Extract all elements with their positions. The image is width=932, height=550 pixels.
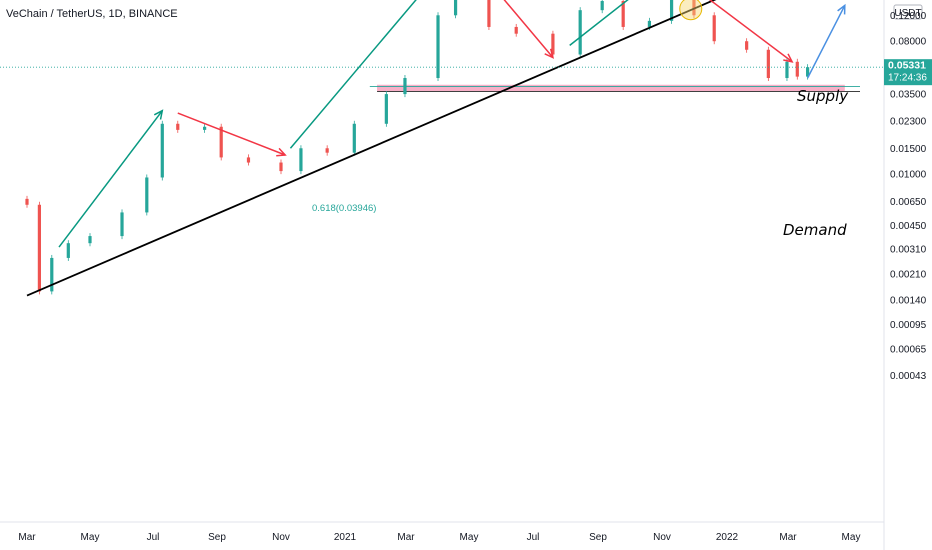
last-price-value: 0.05331 bbox=[888, 60, 926, 72]
candle bbox=[551, 33, 555, 55]
candle bbox=[745, 41, 749, 50]
candle bbox=[325, 148, 329, 153]
candle bbox=[785, 61, 789, 79]
price-tick-label: 0.00450 bbox=[890, 221, 927, 232]
demand-label: Demand bbox=[783, 221, 847, 239]
candle bbox=[621, 1, 625, 27]
candle bbox=[120, 212, 124, 237]
price-tick-label: 0.01500 bbox=[890, 144, 927, 155]
candle bbox=[384, 94, 388, 124]
time-tick-label: Sep bbox=[589, 532, 607, 543]
candle bbox=[66, 243, 70, 258]
trend-arrow bbox=[177, 112, 286, 156]
candle bbox=[600, 1, 604, 11]
time-tick-label: Jul bbox=[527, 532, 540, 543]
currency-label: USDT bbox=[894, 8, 921, 19]
time-tick-label: May bbox=[842, 532, 861, 543]
price-tick-label: 0.00650 bbox=[890, 197, 927, 208]
time-tick-label: May bbox=[81, 532, 100, 543]
candle bbox=[203, 126, 207, 130]
candle bbox=[160, 123, 164, 178]
time-tick-label: Nov bbox=[272, 532, 290, 543]
currency-badge bbox=[893, 4, 923, 20]
price-tick-label: 0.03500 bbox=[890, 90, 927, 101]
price-tick-label: 0.00210 bbox=[890, 270, 927, 281]
candle bbox=[88, 236, 92, 244]
trend-arrow-head bbox=[153, 109, 164, 120]
chart-title: VeChain / TetherUS, 1D, BINANCE bbox=[6, 8, 178, 20]
last-price-countdown: 17:24:36 bbox=[888, 73, 927, 84]
time-tick-label: 2022 bbox=[716, 532, 739, 543]
trend-arrow-head bbox=[276, 147, 287, 157]
zones bbox=[369, 84, 860, 92]
price-tick-label: 0.02300 bbox=[890, 116, 927, 127]
candle bbox=[219, 126, 223, 158]
time-tick-label: Nov bbox=[653, 532, 671, 543]
trend-arrow bbox=[708, 0, 793, 63]
candle bbox=[669, 0, 674, 21]
candle bbox=[246, 157, 251, 163]
candle bbox=[403, 78, 407, 95]
trend-arrow bbox=[806, 5, 846, 79]
price-tick-label: 0.12000 bbox=[890, 11, 927, 22]
candle bbox=[453, 0, 458, 16]
time-tick-label: Mar bbox=[18, 532, 36, 543]
demand-zone bbox=[377, 84, 845, 92]
candle bbox=[766, 49, 770, 79]
candle bbox=[176, 123, 180, 130]
candle bbox=[692, 0, 696, 16]
price-tick-label: 0.08000 bbox=[890, 37, 927, 48]
highlight-layer bbox=[679, 0, 703, 21]
candle bbox=[795, 61, 799, 77]
fib-level-label: 0.618(0.03946) bbox=[312, 203, 376, 214]
price-tick-label: 0.00043 bbox=[890, 371, 927, 382]
price-tick-label: 0.00065 bbox=[890, 344, 927, 355]
time-tick-label: May bbox=[460, 532, 479, 543]
price-series bbox=[25, 0, 810, 295]
price-tick-label: 0.00140 bbox=[890, 295, 927, 306]
trendline-layer bbox=[26, 0, 717, 297]
time-tick-label: Jul bbox=[147, 532, 160, 543]
candle bbox=[299, 148, 303, 172]
price-tick-label: 0.00310 bbox=[890, 245, 927, 256]
time-tick-label: Sep bbox=[208, 532, 226, 543]
candle bbox=[487, 0, 491, 27]
candle bbox=[436, 15, 440, 79]
trend-arrow-head bbox=[837, 3, 846, 15]
candle bbox=[712, 15, 716, 42]
time-tick-label: Mar bbox=[397, 532, 415, 543]
candle bbox=[25, 198, 29, 205]
breakdown-highlight bbox=[679, 0, 703, 21]
price-tick-label: 0.00095 bbox=[890, 320, 927, 331]
candle bbox=[50, 257, 54, 292]
candle bbox=[145, 177, 149, 213]
candle bbox=[37, 204, 41, 292]
price-tick-labels: 0.900000.600000.400000.260000.180000.120… bbox=[890, 11, 927, 382]
support-trendline bbox=[26, 0, 717, 297]
last-price-tag bbox=[884, 59, 932, 86]
trend-arrow-head bbox=[783, 53, 794, 63]
candle bbox=[514, 26, 518, 34]
arrows-layer bbox=[58, 0, 846, 248]
candle bbox=[352, 123, 356, 153]
time-tick-label: Mar bbox=[779, 532, 797, 543]
candle bbox=[279, 162, 283, 172]
candle bbox=[647, 20, 652, 27]
candle bbox=[806, 67, 810, 77]
price-tick-label: 0.01000 bbox=[890, 170, 927, 181]
trend-arrow bbox=[58, 110, 163, 248]
time-tick-label: 2021 bbox=[334, 532, 357, 543]
time-tick-labels: Mar May Jul Sep Nov 2021 Mar May Jul Sep Nov 2022 Ma… bbox=[18, 532, 860, 543]
trend-arrow-head bbox=[544, 48, 555, 59]
trend-arrow bbox=[289, 0, 417, 149]
trend-arrow bbox=[503, 0, 554, 59]
trend-arrow bbox=[569, 0, 629, 46]
supply-label: Supply bbox=[797, 87, 849, 105]
candle bbox=[578, 10, 582, 55]
